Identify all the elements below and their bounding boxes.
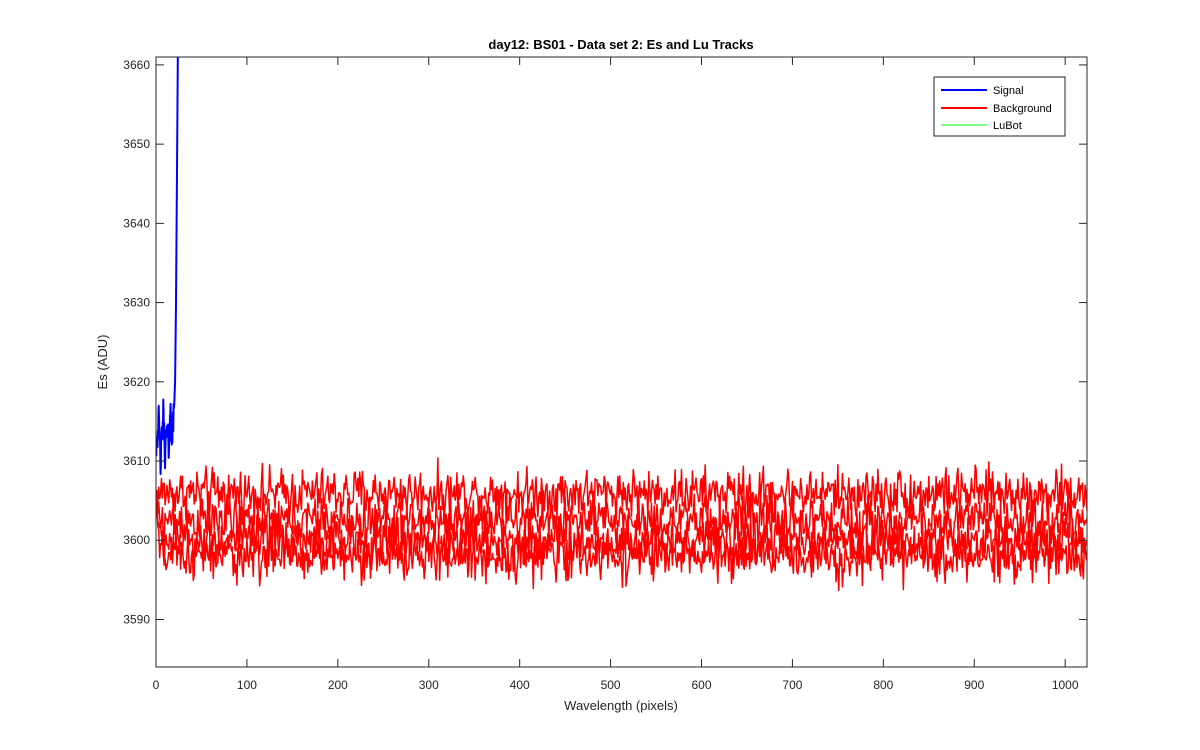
x-tick-label: 1000	[1052, 678, 1079, 692]
x-axis-label: Wavelength (pixels)	[564, 698, 678, 713]
axes-box	[155, 56, 1088, 668]
x-tick-label: 400	[510, 678, 530, 692]
series-background-line	[156, 492, 1087, 591]
legend-label-lubot: LuBot	[993, 120, 1022, 132]
x-tick-label: 500	[601, 678, 621, 692]
x-tick-label: 0	[153, 678, 160, 692]
series-layer	[156, 57, 1087, 591]
legend-label-signal: Signal	[993, 85, 1024, 97]
y-tick-label: 3660	[123, 58, 150, 72]
y-tick-label: 3650	[123, 137, 150, 151]
y-tick-label: 3600	[123, 533, 150, 547]
x-tick-label: 200	[328, 678, 348, 692]
series-background-line	[156, 457, 1087, 526]
legend-box	[933, 76, 1066, 137]
y-tick-label: 3620	[123, 375, 150, 389]
axis-ticks: 0 100 200 300 400 500 600 700 800 900 1000 3590 3600…	[123, 57, 1087, 692]
y-tick-label: 3590	[123, 612, 150, 626]
x-tick-label: 100	[237, 678, 257, 692]
y-tick-label: 3640	[123, 216, 150, 230]
series-background-line	[156, 488, 1087, 551]
chart-title: day12: BS01 - Data set 2: Es and Lu Trac…	[488, 37, 753, 52]
y-tick-label: 3610	[123, 454, 150, 468]
x-tick-label: 300	[419, 678, 439, 692]
legend-label-background: Background	[993, 103, 1052, 115]
x-tick-label: 600	[691, 678, 711, 692]
legend: Signal Background LuBot	[933, 76, 1066, 137]
x-tick-label: 800	[873, 678, 893, 692]
y-axis-label: Es (ADU)	[95, 335, 110, 390]
series-signal-line	[156, 57, 179, 475]
x-tick-label: 700	[782, 678, 802, 692]
x-tick-label: 900	[964, 678, 984, 692]
y-tick-label: 3630	[123, 296, 150, 310]
